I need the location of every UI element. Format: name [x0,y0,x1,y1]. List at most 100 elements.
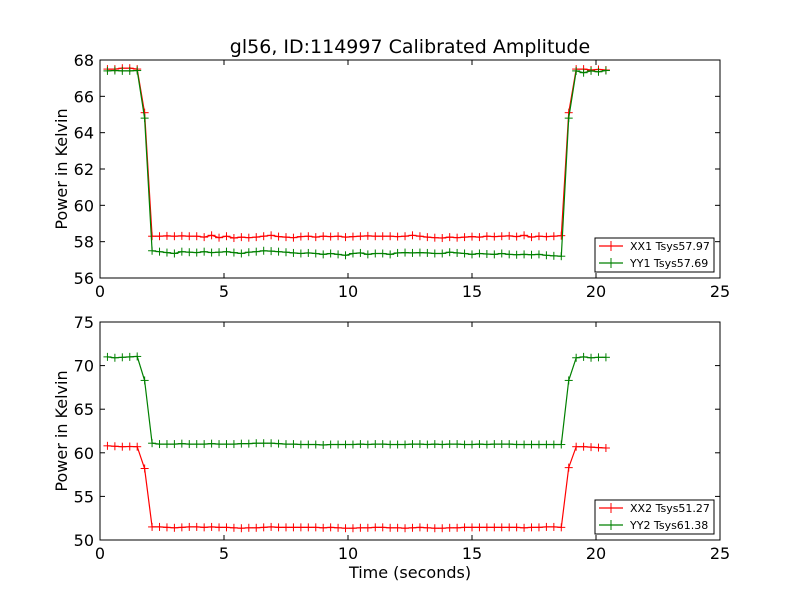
bottom-data-point [594,353,603,362]
bottom-data-point [527,523,536,532]
bottom-legend-label-yy2: YY2 Tsys61.38 [629,519,708,532]
top-data-point [237,233,246,242]
bottom-data-point [549,522,558,531]
bottom-x-tick-label: 5 [219,544,229,563]
top-data-point [237,249,246,258]
bottom-data-point [282,523,290,532]
top-data-point [326,249,335,258]
bottom-data-point [118,353,127,362]
bottom-data-point [103,352,112,361]
top-data-point [594,67,603,76]
bottom-data-point [304,523,313,532]
bottom-data-point [348,524,357,533]
top-data-point [110,66,119,75]
bottom-data-point [542,522,551,531]
bottom-data-point [140,464,149,473]
top-data-point [155,247,164,256]
top-x-tick-label: 15 [462,282,482,301]
top-data-point [296,232,305,241]
top-data-point [497,249,506,258]
top-data-point [207,231,216,240]
bottom-data-point [356,440,365,449]
bottom-data-point [296,523,305,532]
bottom-data-point [408,440,417,449]
bottom-data-point [326,523,335,532]
top-data-point [162,231,171,240]
bottom-data-point [207,522,216,531]
top-series-1 [103,66,610,261]
bottom-data-point [460,440,469,449]
top-data-point [162,248,171,257]
bottom-data-point [229,440,238,449]
bottom-data-point [222,523,231,532]
top-data-point [393,248,402,257]
bottom-data-point [341,440,350,449]
top-data-point [601,66,610,75]
top-data-point [274,247,283,256]
top-data-point [542,251,551,260]
bottom-data-point [140,376,149,385]
bottom-data-point [534,523,543,532]
bottom-data-point [192,440,201,449]
bottom-data-point [482,440,491,449]
bottom-data-point [579,442,588,451]
bottom-data-point [549,440,558,449]
top-data-point [311,249,320,258]
bottom-series-1 [103,352,610,449]
bottom-data-point [200,440,209,449]
bottom-series-0 [103,441,610,533]
bottom-data-point [438,440,447,449]
bottom-data-point [162,440,171,449]
top-data-point [386,232,395,241]
bottom-data-point [408,523,417,532]
bottom-data-point [601,444,610,453]
bottom-data-point [497,523,506,532]
bottom-y-tick-label: 50 [74,531,94,550]
top-data-point [334,250,343,259]
bottom-x-tick-label: 15 [462,544,482,563]
top-data-point [304,232,313,241]
bottom-data-point [177,523,186,532]
top-data-point [408,231,417,240]
bottom-data-point [311,523,320,532]
top-data-point [200,233,209,242]
bottom-plot-series [103,352,610,533]
bottom-data-point [527,440,536,449]
bottom-data-point [170,523,179,532]
bottom-data-point [348,440,357,449]
bottom-data-point [207,439,216,448]
bottom-data-point [229,523,238,532]
bottom-data-point [237,439,246,448]
bottom-y-tick-label: 60 [74,444,94,463]
bottom-data-point [497,440,506,449]
top-data-point [229,234,238,243]
top-data-point [215,248,224,257]
bottom-plot: 0 5 10 15 20 25 50 55 60 65 70 75 Power in Kelvin T… [52,313,730,582]
top-data-point [207,248,216,257]
top-x-tick-label: 20 [586,282,606,301]
bottom-data-point [296,440,305,449]
bottom-data-point [311,440,320,449]
top-x-tick-label: 5 [219,282,229,301]
top-data-point [348,232,357,241]
bottom-data-point [319,523,328,532]
top-data-point [445,233,454,242]
top-data-point [296,249,305,258]
top-data-point [408,248,417,257]
top-data-point [378,232,387,241]
bottom-data-point [572,442,581,451]
bottom-data-point [557,523,566,532]
top-legend: XX1 Tsys57.97 YY1 Tsys57.69 [594,237,715,273]
bottom-y-tick-label: 55 [74,487,94,506]
bottom-data-point [460,523,469,532]
top-data-point [564,114,573,123]
bottom-data-point [415,440,424,449]
bottom-data-point [587,353,596,362]
bottom-x-tick-label: 10 [338,544,358,563]
bottom-data-point [378,523,387,532]
bottom-data-point [252,523,261,532]
bottom-data-point [490,440,499,449]
bottom-data-point [177,439,186,448]
top-data-point [215,233,224,242]
